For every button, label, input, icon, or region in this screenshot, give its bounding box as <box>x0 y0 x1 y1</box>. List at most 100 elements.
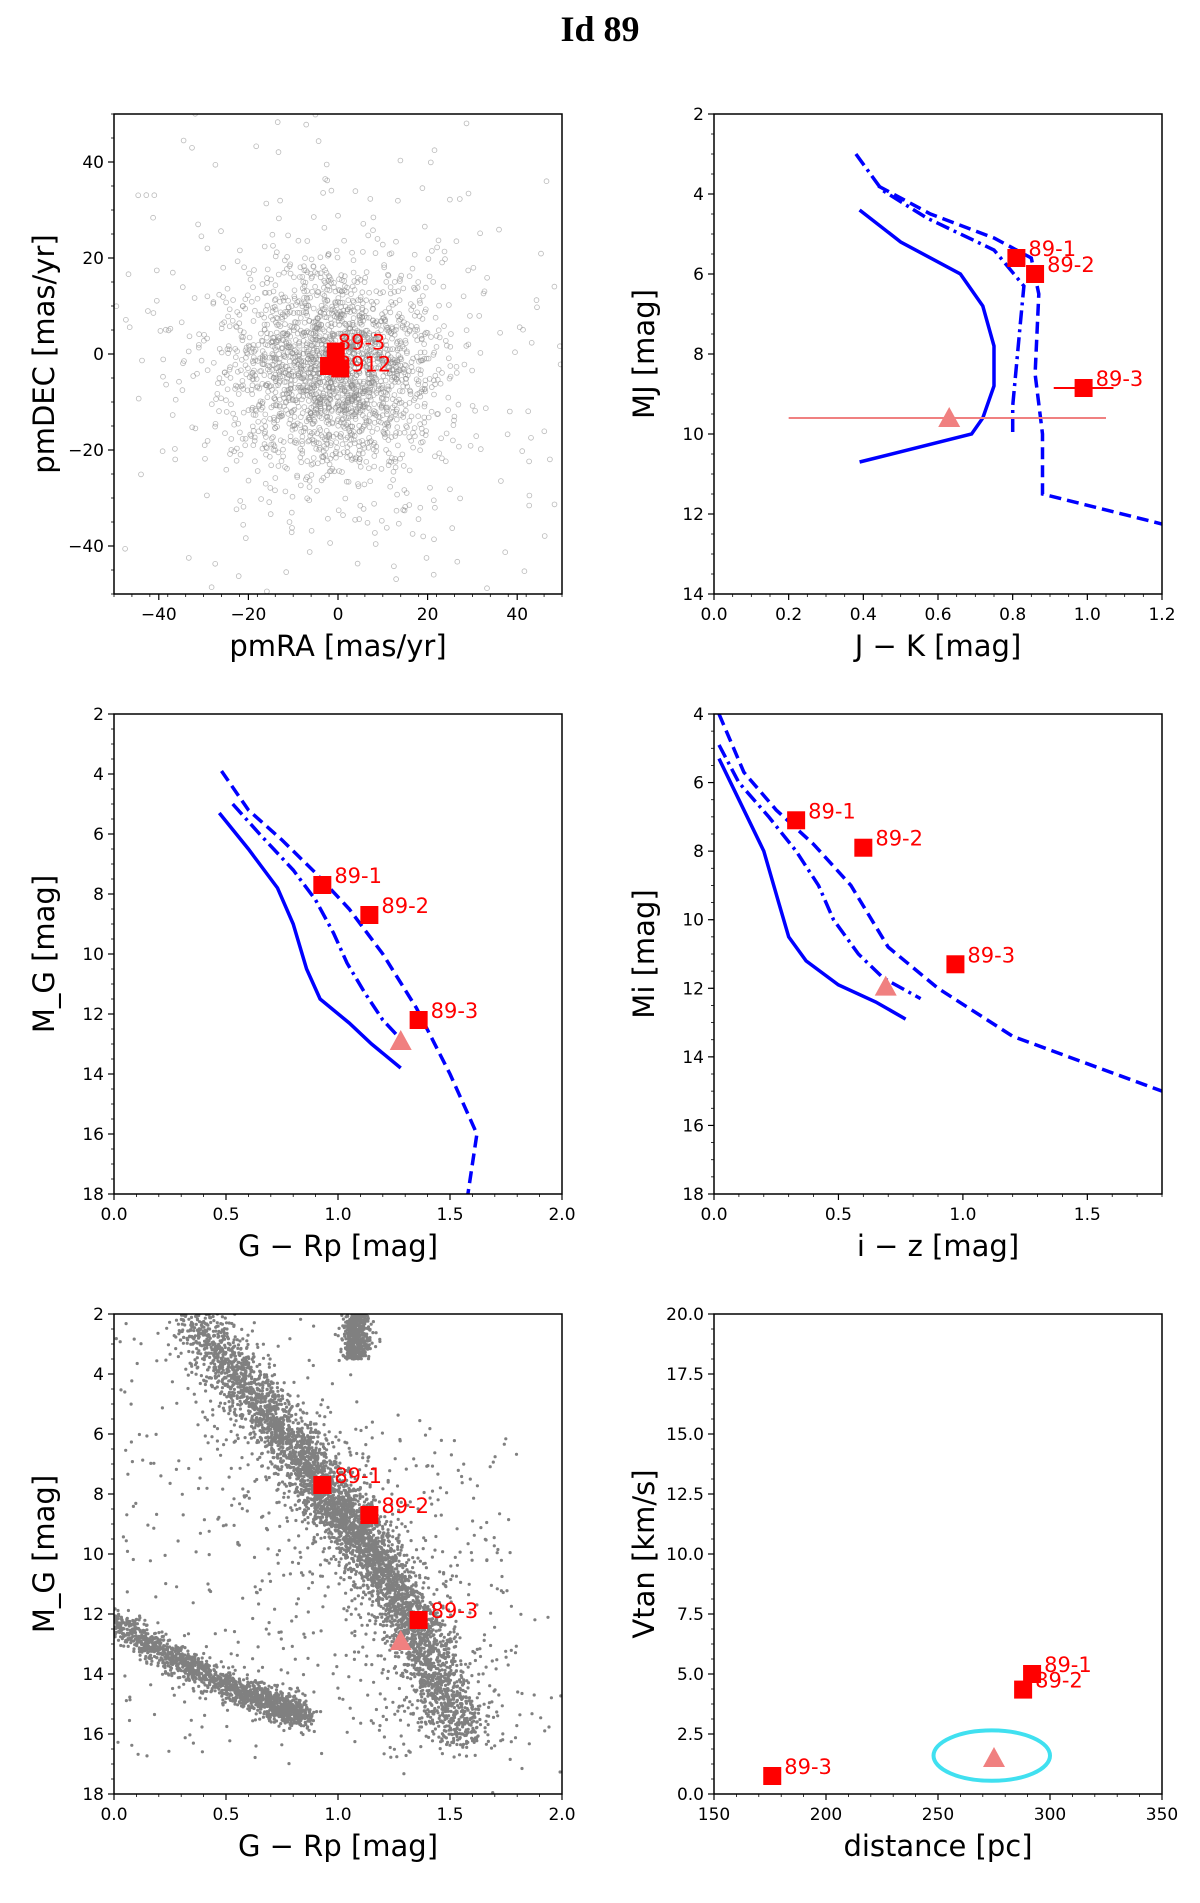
field-star <box>381 317 388 323</box>
field-star <box>287 1412 291 1416</box>
field-star <box>275 149 282 155</box>
field-star <box>364 519 371 526</box>
field-star <box>310 263 317 270</box>
field-star <box>477 350 484 356</box>
field-star <box>335 318 342 324</box>
field-star <box>366 405 373 412</box>
field-star <box>381 264 388 271</box>
field-star <box>359 314 366 320</box>
field-star <box>384 359 391 365</box>
field-star <box>300 309 307 316</box>
y-tick-label: 2 <box>693 105 704 125</box>
field-star <box>279 391 286 398</box>
field-star <box>379 412 386 419</box>
field-star <box>323 269 330 276</box>
field-star <box>486 1722 490 1727</box>
field-star <box>337 1560 341 1564</box>
field-star <box>533 297 540 303</box>
field-star <box>230 297 236 303</box>
field-star <box>393 416 400 423</box>
field-star <box>411 1566 415 1570</box>
field-star <box>299 447 306 454</box>
field-star <box>258 425 265 432</box>
field-star <box>268 441 275 448</box>
field-star <box>355 481 361 487</box>
field-star <box>343 333 349 340</box>
field-star <box>180 137 187 144</box>
field-star <box>240 521 247 528</box>
field-star <box>432 504 438 511</box>
field-star <box>393 576 399 582</box>
field-star <box>207 1304 210 1307</box>
field-star <box>357 463 364 470</box>
field-star <box>334 387 341 393</box>
field-star <box>179 387 186 393</box>
field-star <box>364 345 371 352</box>
field-star <box>238 1399 242 1403</box>
field-star <box>261 1386 265 1390</box>
field-star <box>272 475 279 481</box>
field-star <box>163 381 169 388</box>
field-star <box>310 214 317 220</box>
field-star <box>305 438 312 445</box>
field-star <box>321 293 328 299</box>
field-star <box>357 339 363 346</box>
field-star <box>396 396 402 403</box>
field-star <box>291 274 297 281</box>
field-star <box>402 337 409 344</box>
field-star <box>474 1726 479 1730</box>
field-star <box>293 319 299 326</box>
field-star <box>427 159 434 166</box>
field-star <box>242 305 249 312</box>
field-star <box>375 365 382 372</box>
field-star <box>195 1356 199 1360</box>
field-star <box>584 481 589 486</box>
field-star <box>421 1586 425 1590</box>
field-star <box>256 401 263 408</box>
field-star <box>306 370 312 377</box>
field-star <box>326 404 333 411</box>
field-star <box>350 436 357 443</box>
field-star <box>227 364 233 371</box>
field-star <box>431 147 438 154</box>
field-star <box>282 354 289 361</box>
field-star <box>469 367 475 374</box>
field-star <box>299 410 306 416</box>
field-star <box>406 1570 411 1574</box>
field-star <box>282 321 288 327</box>
field-star <box>318 341 325 348</box>
field-star <box>329 419 336 426</box>
field-star <box>186 1329 190 1333</box>
field-star <box>266 1439 270 1443</box>
field-star <box>356 516 363 522</box>
field-star <box>387 346 393 353</box>
field-star <box>370 1603 374 1607</box>
field-star <box>238 367 244 374</box>
field-star <box>236 320 243 327</box>
field-star <box>417 357 424 364</box>
field-star <box>212 420 219 427</box>
field-star <box>314 1430 318 1435</box>
field-star <box>413 324 420 330</box>
y-axis-label: pmDEC [mas/yr] <box>27 234 61 473</box>
field-star <box>318 309 324 316</box>
field-star <box>324 417 331 423</box>
field-star <box>192 1329 196 1333</box>
field-star <box>364 439 371 446</box>
field-star <box>245 1339 249 1343</box>
plot-area <box>114 1304 562 1794</box>
field-star <box>449 1709 453 1713</box>
field-star <box>331 308 338 314</box>
field-star <box>396 102 401 107</box>
field-star <box>254 358 261 364</box>
field-star <box>319 453 325 460</box>
field-star <box>165 327 172 334</box>
field-star <box>201 442 208 449</box>
field-star <box>538 250 544 257</box>
field-star <box>275 271 282 278</box>
field-star <box>333 454 339 461</box>
field-star <box>435 237 442 244</box>
field-star <box>361 387 368 394</box>
field-star <box>295 237 302 244</box>
field-star <box>385 437 392 443</box>
